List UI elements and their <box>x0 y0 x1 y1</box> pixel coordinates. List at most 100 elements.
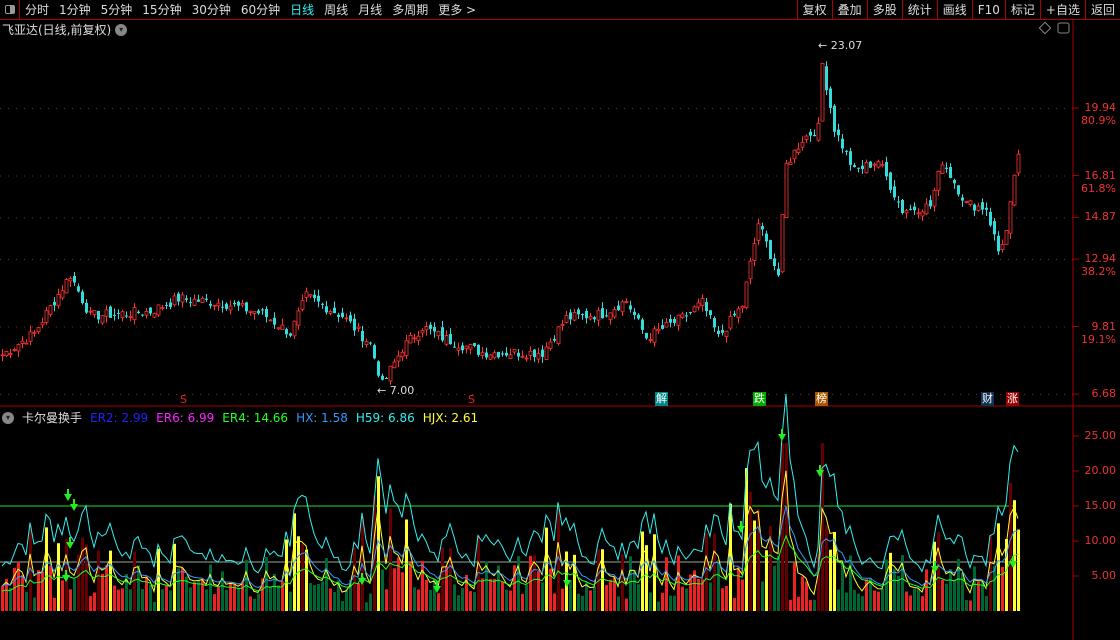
grid-dot <box>920 217 921 219</box>
grid-dot <box>944 326 945 328</box>
toolbar-button[interactable]: 画线 <box>936 0 972 20</box>
grid-dot <box>672 175 673 177</box>
grid-dot <box>1000 175 1001 177</box>
grid-dot <box>192 217 193 219</box>
toolbar-button[interactable]: 复权 <box>796 0 832 20</box>
event-badge[interactable]: 榜 <box>815 392 828 406</box>
grid-dot <box>1048 108 1049 109</box>
event-badge[interactable]: 涨 <box>1006 392 1019 406</box>
grid-dot <box>624 108 625 109</box>
period-tab[interactable]: 更多 > <box>438 3 477 17</box>
grid-dot <box>936 326 937 328</box>
indicator-line <box>1 505 1019 589</box>
signal-arrow-icon <box>563 575 571 587</box>
candle <box>736 308 741 319</box>
period-tab[interactable]: 日线 <box>290 3 315 17</box>
period-tab[interactable]: 分时 <box>25 3 50 17</box>
period-tab[interactable]: 周线 <box>324 3 349 17</box>
period-tab[interactable]: 月线 <box>358 3 383 17</box>
turnover-bar <box>677 555 680 611</box>
toolbar-button[interactable]: 叠加 <box>831 0 867 20</box>
grid-dot <box>336 326 337 328</box>
grid-dot <box>808 175 809 177</box>
candle <box>765 233 768 242</box>
candle <box>825 66 828 91</box>
grid-dot <box>336 108 337 109</box>
grid-dot <box>680 175 681 177</box>
candle <box>673 319 676 323</box>
turnover-bar <box>877 591 880 611</box>
grid-dot <box>448 217 449 219</box>
event-badge[interactable]: S <box>180 393 187 406</box>
grid-dot <box>928 258 929 260</box>
grid-dot <box>136 258 137 260</box>
toolbar-button[interactable]: +自选 <box>1039 0 1085 20</box>
period-tab[interactable]: 30分钟 <box>191 3 231 17</box>
grid-dot <box>568 326 569 328</box>
toolbar-button[interactable]: F10 <box>971 0 1005 20</box>
grid-dot <box>352 326 353 328</box>
candle <box>120 311 125 318</box>
candle <box>85 302 88 313</box>
grid-dot <box>320 175 321 177</box>
candle <box>641 319 644 330</box>
grid-dot <box>72 394 73 396</box>
grid-dot <box>344 108 345 109</box>
candle <box>556 326 561 345</box>
toolbar-button[interactable]: 多股 <box>866 0 902 20</box>
turnover-bar <box>101 573 104 611</box>
candle <box>728 315 733 329</box>
grid-dot <box>904 175 905 177</box>
grid-dot <box>216 258 217 260</box>
grid-dot <box>936 108 937 109</box>
grid-dot <box>296 108 297 109</box>
grid-dot <box>696 217 697 219</box>
turnover-bar <box>489 579 492 611</box>
period-tab[interactable]: 1分钟 <box>59 3 91 17</box>
grid-dot <box>72 217 73 219</box>
panel-toggle-icon[interactable] <box>0 0 20 20</box>
turnover-bar <box>593 586 596 611</box>
period-tab[interactable]: 5分钟 <box>100 3 133 17</box>
grid-dot <box>408 326 409 328</box>
indicator-value-h59: H59: 6.86 <box>355 410 415 425</box>
grid-dot <box>880 394 881 396</box>
event-badge[interactable]: 跌 <box>753 392 766 406</box>
grid-dot <box>992 108 993 109</box>
turnover-bar <box>397 557 400 611</box>
toolbar-button[interactable]: 返回 <box>1084 0 1120 20</box>
event-badge[interactable]: S <box>468 393 475 406</box>
toolbar-button[interactable]: 统计 <box>901 0 937 20</box>
grid-dot <box>600 108 601 109</box>
grid-dot <box>712 175 713 177</box>
grid-dot <box>752 394 753 396</box>
grid-dot <box>824 175 825 177</box>
event-badge[interactable]: 解 <box>655 392 668 406</box>
grid-dot <box>744 326 745 328</box>
chevron-down-icon[interactable]: ▾ <box>115 23 128 36</box>
chevron-down-icon[interactable]: ▾ <box>2 411 14 424</box>
turnover-bar <box>537 571 540 611</box>
event-badge[interactable]: 财 <box>981 392 994 406</box>
candle <box>581 314 584 316</box>
grid-dot <box>856 217 857 219</box>
grid-dot <box>264 108 265 109</box>
grid-dot <box>1024 258 1025 260</box>
toolbar-button[interactable]: 标记 <box>1004 0 1040 20</box>
grid-dot <box>432 217 433 219</box>
grid-dot <box>672 394 673 396</box>
grid-dot <box>992 217 993 219</box>
candle <box>237 301 240 306</box>
indicator-axis-label: 25.00 <box>1084 429 1117 442</box>
grid-dot <box>408 108 409 109</box>
grid-dot <box>520 108 521 109</box>
period-tab[interactable]: 15分钟 <box>142 3 182 17</box>
turnover-bar <box>405 519 408 611</box>
candle <box>488 354 493 360</box>
grid-dot <box>648 217 649 219</box>
grid-dot <box>872 175 873 177</box>
period-tab[interactable]: 60分钟 <box>240 3 281 17</box>
candle <box>149 307 152 314</box>
period-tab[interactable]: 多周期 <box>392 3 429 17</box>
